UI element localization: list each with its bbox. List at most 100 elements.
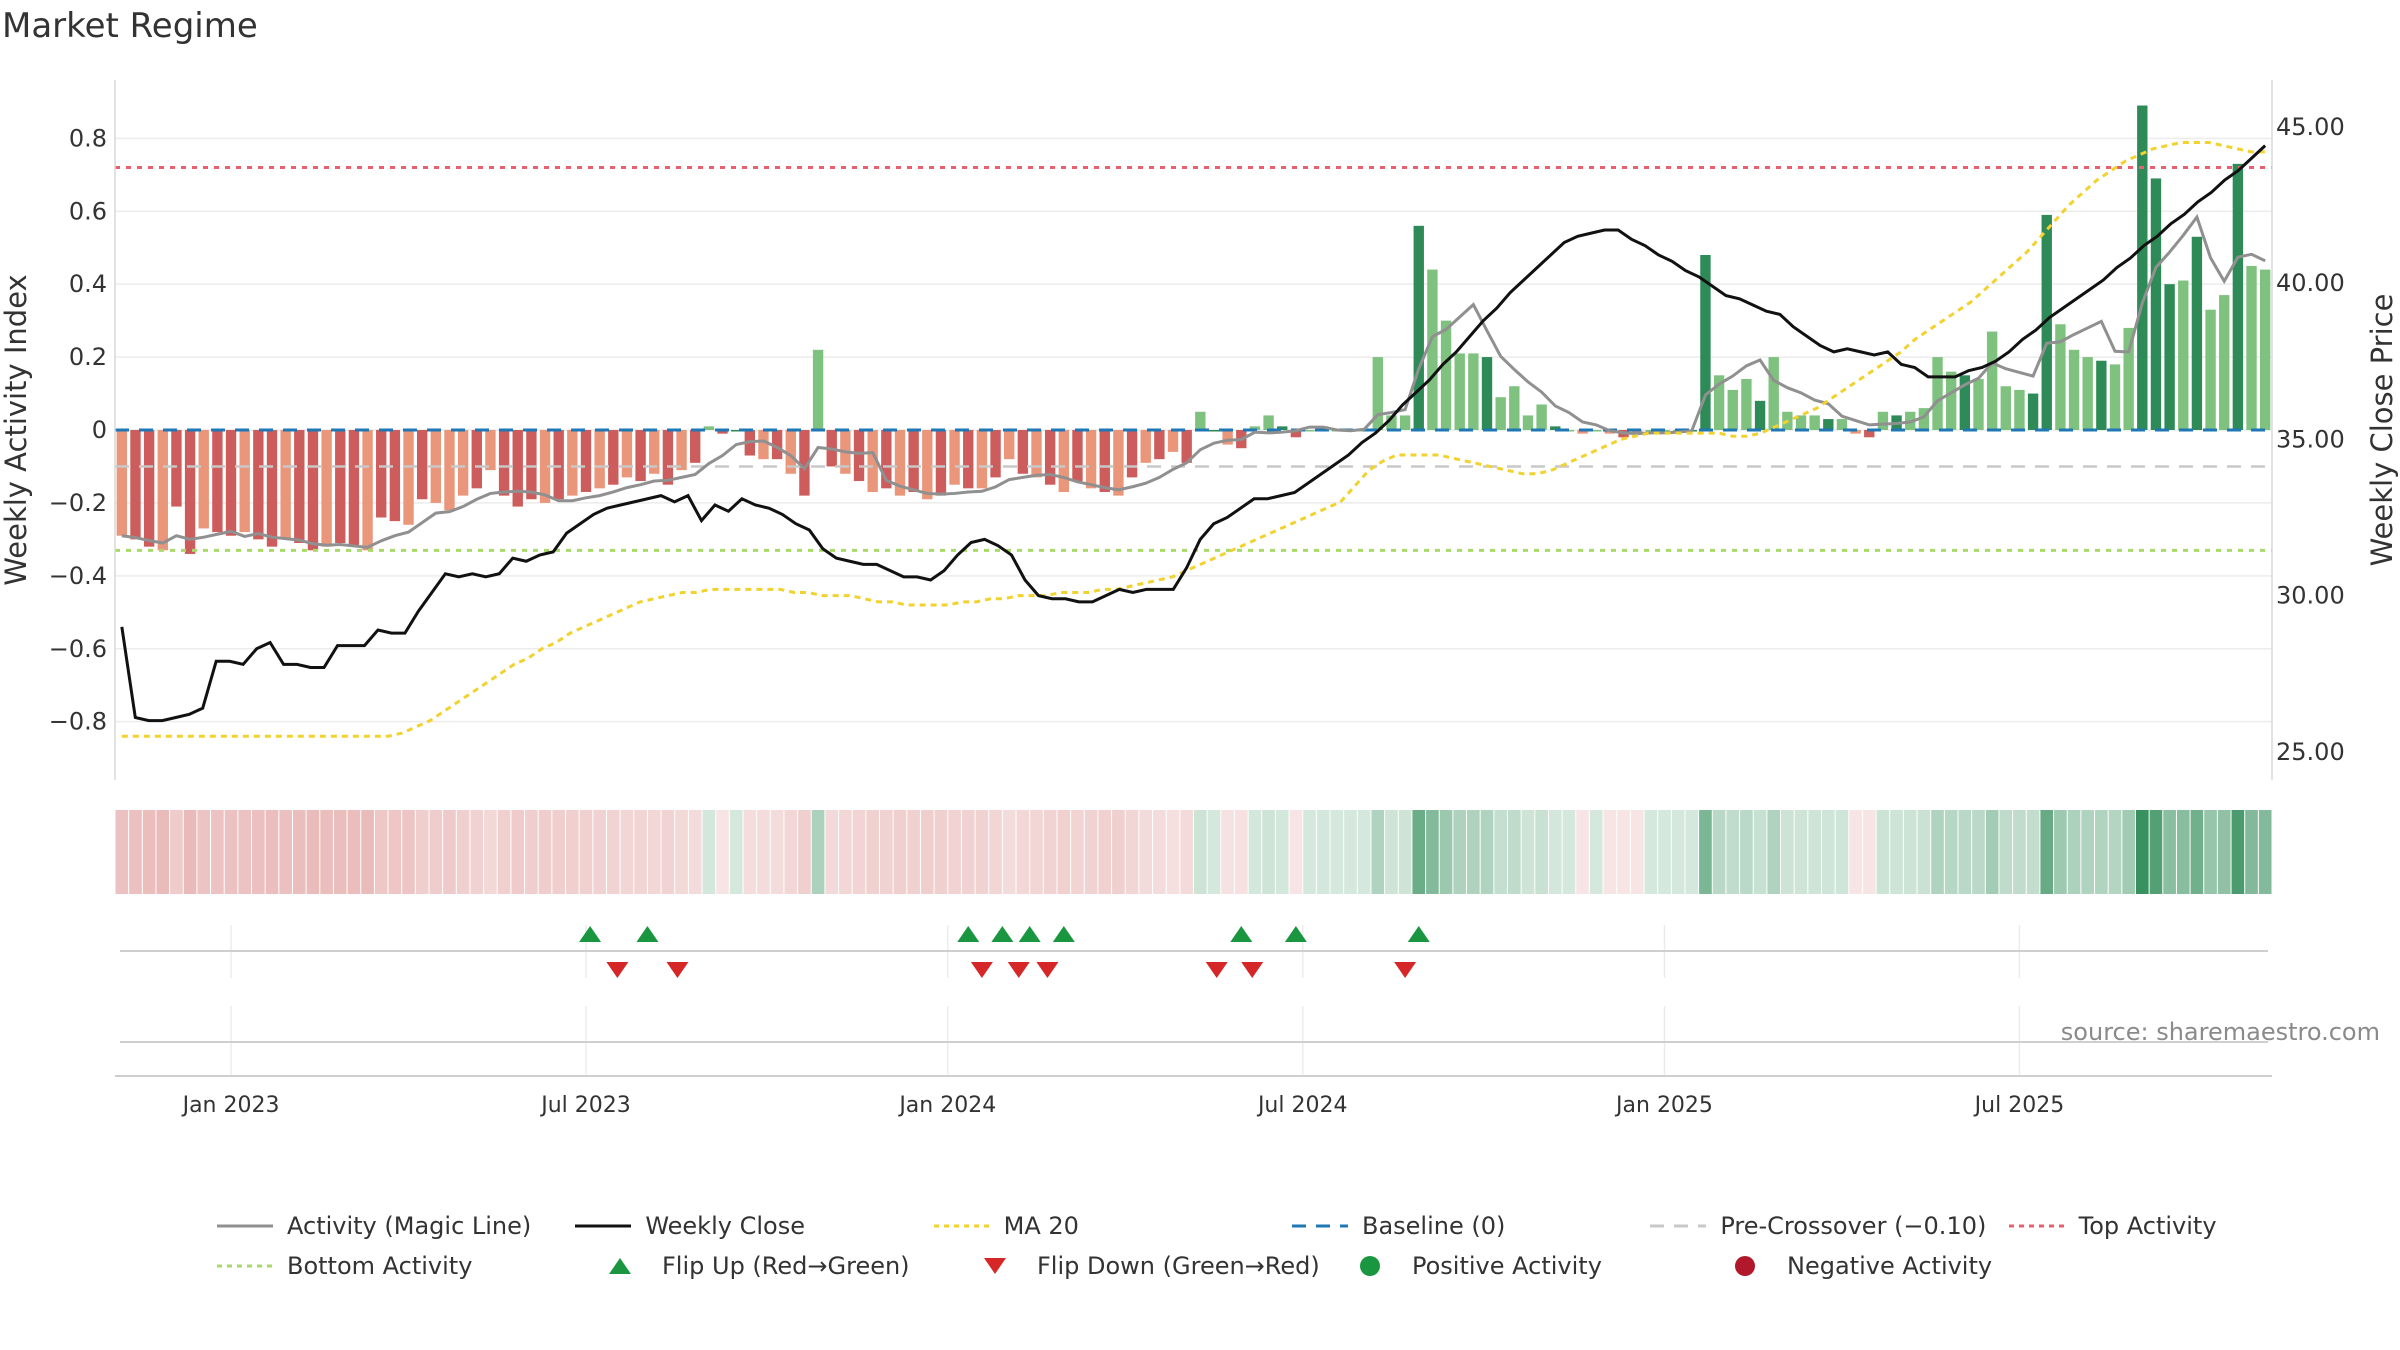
- heat-cell: [757, 810, 770, 894]
- activity-bars: [116, 105, 2271, 554]
- activity-bar: [239, 430, 250, 533]
- heat-cell: [2231, 810, 2245, 894]
- heat-cell: [1330, 810, 1344, 894]
- activity-bar: [1795, 415, 1807, 430]
- heat-cell: [1617, 810, 1630, 894]
- legend-swatch-icon: [217, 1264, 273, 1268]
- activity-bar: [1031, 430, 1042, 478]
- axes: 0.8 0.6 0.4 0.2 0 −0.2 −0.4 −0.6 −0.8 45.00 40.00 3…: [0, 80, 2399, 780]
- legend-label: Top Activity: [2078, 1212, 2217, 1240]
- heat-cell: [1562, 810, 1576, 894]
- heat-cell: [1876, 810, 1890, 894]
- flip-down-marker: [606, 962, 629, 978]
- legend-item: Positive Activity: [1340, 1246, 1715, 1286]
- activity-bar: [771, 430, 783, 460]
- legend-swatch-icon: [609, 1258, 631, 1274]
- activity-bar: [280, 430, 291, 540]
- flip-down-marker: [1036, 962, 1059, 978]
- activity-bar: [1386, 415, 1397, 430]
- activity-bar: [2178, 280, 2189, 430]
- legend-item: MA 20: [932, 1206, 1290, 1246]
- y2-tick-label: 35.00: [2276, 425, 2345, 453]
- activity-bar: [1044, 430, 1056, 485]
- activity-bar: [553, 430, 564, 500]
- activity-bar: [266, 430, 278, 547]
- legend-label: Flip Down (Green→Red): [1037, 1252, 1320, 1280]
- activity-bar: [1945, 371, 1957, 430]
- legend-swatch-icon: [1360, 1256, 1380, 1276]
- legend-swatch-icon: [2008, 1224, 2065, 1228]
- heat-cell: [1862, 810, 1876, 894]
- y-tick-label: −0.8: [49, 708, 107, 736]
- heat-cell: [292, 810, 306, 894]
- heat-cell: [1999, 810, 2013, 894]
- heat-cell: [825, 810, 839, 894]
- activity-bar: [676, 430, 687, 471]
- heat-cell: [2108, 810, 2122, 894]
- activity-bar: [1836, 419, 1848, 430]
- heat-cell: [538, 810, 552, 894]
- heat-cell: [1931, 810, 1944, 894]
- heat-cell: [1794, 810, 1808, 894]
- heat-cell: [1248, 810, 1262, 894]
- source-label: source: sharemaestro.com: [2061, 1018, 2380, 1046]
- heat-cell: [1057, 810, 1071, 894]
- heat-cell: [443, 810, 456, 894]
- activity-bar: [1850, 430, 1861, 434]
- legend-swatch-icon: [1650, 1224, 1707, 1228]
- activity-bar: [1140, 430, 1151, 463]
- heat-cell: [415, 810, 429, 894]
- heat-cell: [2013, 810, 2026, 894]
- activity-bar: [1986, 331, 1998, 430]
- activity-bar: [1222, 430, 1233, 445]
- heat-cell: [456, 810, 470, 894]
- heat-cell: [1043, 810, 1057, 894]
- activity-bar: [512, 430, 523, 507]
- heat-cell: [839, 810, 852, 894]
- heat-cell: [675, 810, 688, 894]
- legend-label: Activity (Magic Line): [287, 1212, 532, 1240]
- heat-cell: [170, 810, 183, 894]
- activity-bar: [703, 426, 715, 430]
- bottom-panel: Jan 2023 Jul 2023 Jan 2024 Jul 2024 Jan 2025…: [115, 1006, 2272, 1118]
- heat-cell: [1344, 810, 1357, 894]
- heat-cell: [265, 810, 279, 894]
- activity-bar: [1208, 430, 1220, 432]
- heat-cell: [1671, 810, 1685, 894]
- flip-down-marker: [970, 962, 993, 978]
- heat-cell: [1412, 810, 1426, 894]
- activity-bar: [1495, 397, 1506, 430]
- y2-axis-label: Weekly Close Price: [2365, 294, 2399, 567]
- ma20-line: [121, 141, 2266, 738]
- heat-cell: [1426, 810, 1439, 894]
- activity-bar: [2191, 236, 2203, 430]
- heat-cell: [279, 810, 292, 894]
- legend-label: Weekly Close: [645, 1212, 805, 1240]
- legend-item: Weekly Close: [573, 1206, 931, 1246]
- heat-cell: [320, 810, 333, 894]
- activity-bar: [1413, 225, 1424, 430]
- heat-cell: [934, 810, 948, 894]
- heat-cell: [1821, 810, 1835, 894]
- heat-cell: [1521, 810, 1535, 894]
- legend-row: Activity (Magic Line) Weekly Close MA 20 Ba…: [215, 1206, 2365, 1246]
- heat-cell: [1385, 810, 1398, 894]
- activity-bar: [2109, 364, 2121, 430]
- activity-bar: [580, 430, 592, 492]
- activity-bar: [567, 430, 578, 496]
- heat-cell: [948, 810, 961, 894]
- heat-cell: [347, 810, 361, 894]
- heat-cell: [593, 810, 606, 894]
- activity-bar: [2137, 105, 2148, 430]
- heat-cell: [388, 810, 402, 894]
- heat-cell: [1507, 810, 1521, 894]
- heat-cell: [1303, 810, 1316, 894]
- heat-cell: [743, 810, 757, 894]
- heat-cell: [333, 810, 347, 894]
- flip-up-marker: [579, 926, 602, 942]
- legend-label: MA 20: [1003, 1212, 1079, 1240]
- heat-cell: [1084, 810, 1098, 894]
- activity-bar: [526, 430, 537, 500]
- activity-bar: [1932, 357, 1943, 430]
- flip-up-marker: [1284, 926, 1307, 942]
